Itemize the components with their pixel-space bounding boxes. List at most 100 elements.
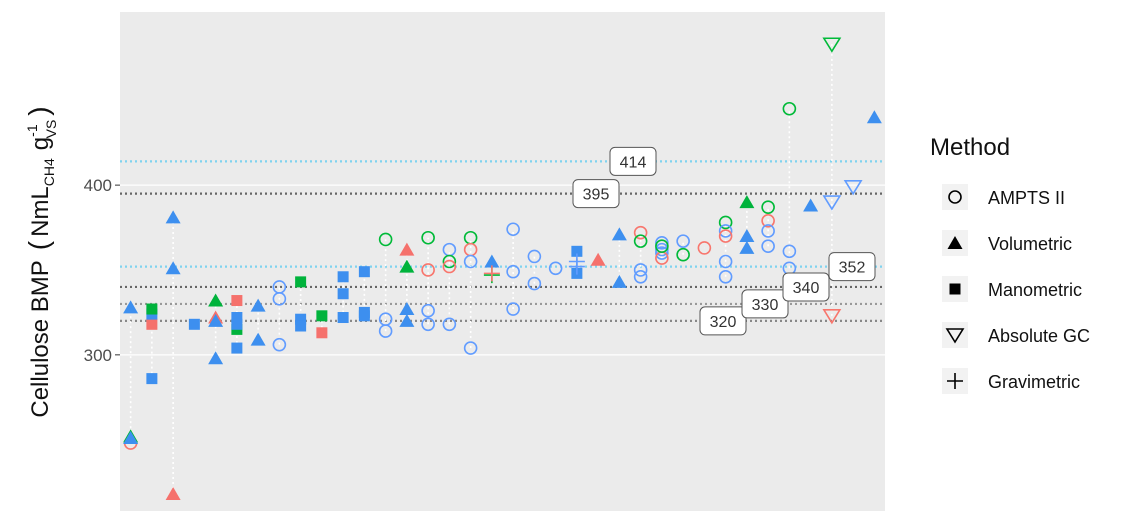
- reference-label: 352: [839, 260, 866, 277]
- point: [761, 213, 775, 228]
- point: [421, 230, 435, 245]
- point: [611, 274, 627, 288]
- reference-label: 395: [583, 187, 610, 204]
- point: [316, 310, 328, 322]
- point: [506, 222, 520, 237]
- y-label-paren: ): [23, 106, 54, 115]
- point: [676, 247, 690, 262]
- point: [633, 234, 648, 248]
- point: [378, 232, 393, 247]
- legend-symbol: [947, 373, 963, 389]
- point: [250, 298, 266, 312]
- point: [399, 242, 415, 256]
- point: [782, 244, 797, 259]
- y-label-sub2: VS: [43, 120, 59, 139]
- y-label-sub: CH4: [41, 158, 57, 186]
- point: [676, 234, 690, 248]
- point: [571, 245, 583, 257]
- point: [548, 261, 563, 276]
- legend-key: [942, 184, 968, 210]
- legend-label: Manometric: [988, 280, 1082, 300]
- point: [399, 302, 415, 316]
- point: [739, 229, 755, 243]
- legend-symbol: [947, 236, 963, 249]
- point: [208, 293, 224, 307]
- point: [442, 317, 457, 332]
- point: [231, 318, 243, 330]
- point: [718, 269, 733, 284]
- legend-symbol: [949, 283, 961, 295]
- y-label-paren: (: [23, 240, 54, 250]
- y-tick-label: 300: [84, 346, 112, 365]
- point: [208, 351, 224, 365]
- y-axis-label: Cellulose BMP ( NmLCH4 g-1 VS): [23, 106, 59, 417]
- point: [822, 309, 842, 325]
- point: [611, 227, 627, 241]
- point: [761, 239, 775, 254]
- point: [146, 373, 158, 385]
- point: [633, 263, 648, 277]
- point: [484, 254, 500, 268]
- point: [231, 312, 243, 324]
- point: [208, 313, 224, 327]
- point: [822, 195, 842, 211]
- point: [718, 229, 733, 243]
- point: [421, 317, 435, 332]
- point: [866, 110, 882, 124]
- point: [527, 276, 542, 291]
- point: [165, 261, 181, 275]
- plot-area: 320 330 340 352 395 414: [120, 37, 885, 501]
- y-label-sup: -1: [24, 124, 40, 137]
- point: [165, 487, 181, 501]
- point: [739, 240, 755, 254]
- y-label-unit: NmL: [27, 186, 54, 237]
- point: [316, 327, 328, 339]
- reference-label-box: [782, 272, 830, 302]
- y-label-main: Cellulose BMP: [27, 260, 54, 417]
- point: [463, 254, 478, 269]
- point: [272, 292, 287, 306]
- point: [250, 332, 266, 346]
- point: [358, 266, 370, 278]
- point: [655, 242, 669, 257]
- legend-label: Gravimetric: [988, 372, 1080, 392]
- point: [718, 224, 733, 238]
- point: [295, 313, 307, 325]
- point: [188, 318, 200, 330]
- point: [442, 259, 457, 274]
- y-label-unit2: g: [27, 137, 54, 150]
- panel: [120, 12, 885, 511]
- point: [843, 180, 863, 196]
- reference-label: 340: [793, 280, 820, 297]
- point: [123, 431, 139, 445]
- point: [697, 241, 712, 255]
- point: [655, 246, 669, 260]
- point: [718, 254, 733, 269]
- point: [463, 341, 478, 355]
- reference-label-box: [828, 252, 876, 282]
- point: [231, 342, 243, 354]
- point: [337, 288, 349, 300]
- point: [527, 249, 542, 264]
- point: [483, 265, 500, 282]
- point: [123, 300, 139, 314]
- legend-label: Volumetric: [988, 234, 1072, 254]
- point: [633, 225, 648, 240]
- point: [146, 318, 158, 330]
- reference-label: 414: [620, 154, 647, 171]
- reference-label-box: [741, 289, 789, 319]
- point: [822, 37, 842, 53]
- point: [718, 215, 733, 230]
- point: [295, 320, 307, 332]
- point: [378, 324, 393, 338]
- point: [295, 276, 307, 288]
- point: [337, 312, 349, 324]
- point: [590, 252, 606, 266]
- legend-label: AMPTS II: [988, 188, 1065, 208]
- point: [337, 271, 349, 283]
- point: [761, 224, 775, 238]
- point: [399, 259, 415, 273]
- legend-label: Absolute GC: [988, 326, 1090, 346]
- legend-title: Method: [930, 134, 1010, 161]
